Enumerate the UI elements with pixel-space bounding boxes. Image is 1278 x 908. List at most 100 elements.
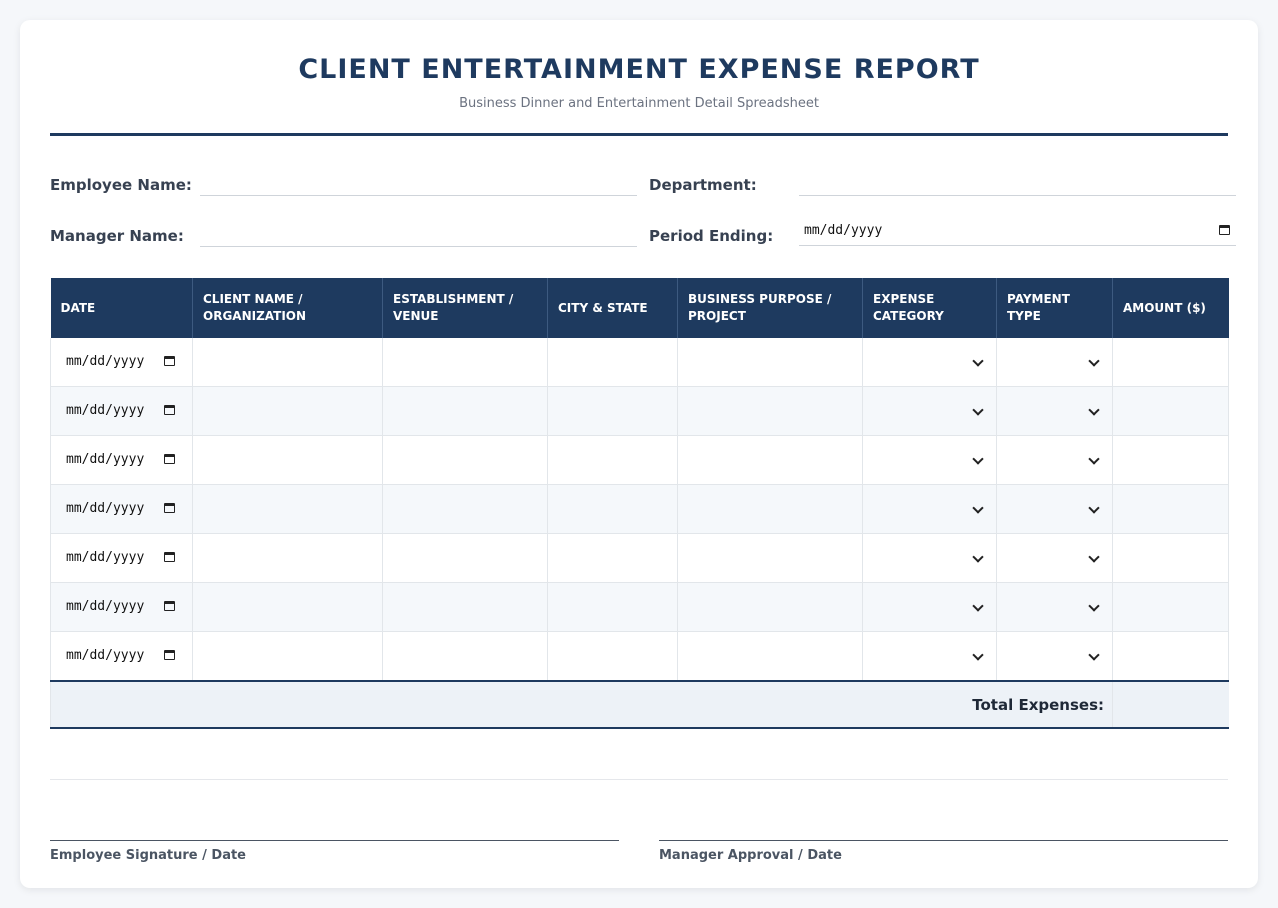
- client-name-input[interactable]: [192, 533, 383, 583]
- department-input[interactable]: [799, 172, 1236, 196]
- amount-input[interactable]: [1112, 484, 1229, 534]
- employee-signature-line[interactable]: [50, 840, 619, 841]
- business-purpose-input[interactable]: [677, 435, 863, 485]
- amount-input[interactable]: [1112, 338, 1229, 387]
- calendar-icon[interactable]: [164, 405, 175, 415]
- city-state-input[interactable]: [547, 484, 678, 534]
- section-divider: [50, 779, 1228, 780]
- expense-category-select[interactable]: [862, 631, 997, 682]
- calendar-icon[interactable]: [164, 601, 175, 611]
- calendar-icon[interactable]: [164, 552, 175, 562]
- payment-type-select[interactable]: [996, 338, 1113, 387]
- client-name-input[interactable]: [192, 338, 383, 387]
- chevron-down-icon: [1088, 502, 1100, 514]
- venue-input[interactable]: [382, 484, 548, 534]
- venue-input[interactable]: [382, 386, 548, 436]
- city-state-input[interactable]: [547, 435, 678, 485]
- total-expenses-label: Total Expenses:: [50, 680, 1113, 729]
- expense-category-select[interactable]: [862, 533, 997, 583]
- amount-input[interactable]: [1112, 533, 1229, 583]
- expense-table-body: mm/dd/yyyy mm/dd/yyyy mm/dd/yyyy mm/dd/yyyy…: [50, 338, 1229, 682]
- column-header-amount: AMOUNT ($): [1112, 278, 1229, 338]
- payment-type-select[interactable]: [996, 435, 1113, 485]
- department-label: Department:: [649, 176, 757, 194]
- manager-approval-line[interactable]: [659, 840, 1228, 841]
- chevron-down-icon: [1088, 355, 1100, 367]
- expense-category-select[interactable]: [862, 484, 997, 534]
- table-row: mm/dd/yyyy: [50, 435, 1229, 485]
- period-ending-date-input[interactable]: mm/dd/yyyy: [799, 220, 1236, 246]
- employee-name-input[interactable]: [200, 172, 637, 196]
- venue-input[interactable]: [382, 582, 548, 632]
- expense-category-select[interactable]: [862, 435, 997, 485]
- amount-input[interactable]: [1112, 435, 1229, 485]
- chevron-down-icon: [972, 551, 984, 563]
- payment-type-select[interactable]: [996, 386, 1113, 436]
- period-ending-placeholder: mm/dd/yyyy: [804, 223, 883, 238]
- venue-input[interactable]: [382, 435, 548, 485]
- page-title: CLIENT ENTERTAINMENT EXPENSE REPORT: [298, 54, 980, 85]
- expense-category-select[interactable]: [862, 386, 997, 436]
- chevron-down-icon: [972, 355, 984, 367]
- payment-type-select[interactable]: [996, 484, 1113, 534]
- calendar-icon[interactable]: [1219, 225, 1230, 235]
- business-purpose-input[interactable]: [677, 631, 863, 682]
- venue-input[interactable]: [382, 338, 548, 387]
- payment-type-select[interactable]: [996, 631, 1113, 682]
- city-state-input[interactable]: [547, 386, 678, 436]
- chevron-down-icon: [972, 502, 984, 514]
- client-name-input[interactable]: [192, 631, 383, 682]
- amount-input[interactable]: [1112, 631, 1229, 682]
- column-header-payment: PAYMENT TYPE: [996, 278, 1113, 338]
- date-placeholder: mm/dd/yyyy: [66, 501, 145, 516]
- chevron-down-icon: [1088, 551, 1100, 563]
- business-purpose-input[interactable]: [677, 484, 863, 534]
- payment-type-select[interactable]: [996, 533, 1113, 583]
- date-placeholder: mm/dd/yyyy: [66, 648, 145, 663]
- expense-category-select[interactable]: [862, 582, 997, 632]
- city-state-input[interactable]: [547, 533, 678, 583]
- chevron-down-icon: [1088, 600, 1100, 612]
- table-row: mm/dd/yyyy: [50, 484, 1229, 534]
- business-purpose-input[interactable]: [677, 386, 863, 436]
- chevron-down-icon: [1088, 649, 1100, 661]
- business-purpose-input[interactable]: [677, 533, 863, 583]
- payment-type-select[interactable]: [996, 582, 1113, 632]
- employee-info-section: Employee Name: Department: Manager Name:…: [50, 136, 1236, 278]
- column-header-venue: ESTABLISHMENT / VENUE: [382, 278, 548, 338]
- date-input[interactable]: mm/dd/yyyy: [50, 338, 193, 387]
- manager-name-input[interactable]: [200, 223, 637, 247]
- client-name-input[interactable]: [192, 582, 383, 632]
- client-name-input[interactable]: [192, 435, 383, 485]
- calendar-icon[interactable]: [164, 356, 175, 366]
- date-input[interactable]: mm/dd/yyyy: [50, 435, 193, 485]
- city-state-input[interactable]: [547, 631, 678, 682]
- venue-input[interactable]: [382, 533, 548, 583]
- date-input[interactable]: mm/dd/yyyy: [50, 582, 193, 632]
- business-purpose-input[interactable]: [677, 582, 863, 632]
- date-placeholder: mm/dd/yyyy: [66, 354, 145, 369]
- calendar-icon[interactable]: [164, 503, 175, 513]
- signature-section: Employee Signature / Date Manager Approv…: [50, 780, 1228, 880]
- table-row: mm/dd/yyyy: [50, 338, 1229, 387]
- calendar-icon[interactable]: [164, 650, 175, 660]
- period-ending-label: Period Ending:: [649, 227, 774, 245]
- calendar-icon[interactable]: [164, 454, 175, 464]
- date-input[interactable]: mm/dd/yyyy: [50, 533, 193, 583]
- venue-input[interactable]: [382, 631, 548, 682]
- date-placeholder: mm/dd/yyyy: [66, 550, 145, 565]
- client-name-input[interactable]: [192, 386, 383, 436]
- date-input[interactable]: mm/dd/yyyy: [50, 484, 193, 534]
- employee-signature-label: Employee Signature / Date: [50, 848, 246, 863]
- business-purpose-input[interactable]: [677, 338, 863, 387]
- client-name-input[interactable]: [192, 484, 383, 534]
- amount-input[interactable]: [1112, 386, 1229, 436]
- manager-name-label: Manager Name:: [50, 227, 184, 245]
- city-state-input[interactable]: [547, 338, 678, 387]
- chevron-down-icon: [1088, 404, 1100, 416]
- expense-category-select[interactable]: [862, 338, 997, 387]
- date-input[interactable]: mm/dd/yyyy: [50, 631, 193, 682]
- amount-input[interactable]: [1112, 582, 1229, 632]
- date-input[interactable]: mm/dd/yyyy: [50, 386, 193, 436]
- city-state-input[interactable]: [547, 582, 678, 632]
